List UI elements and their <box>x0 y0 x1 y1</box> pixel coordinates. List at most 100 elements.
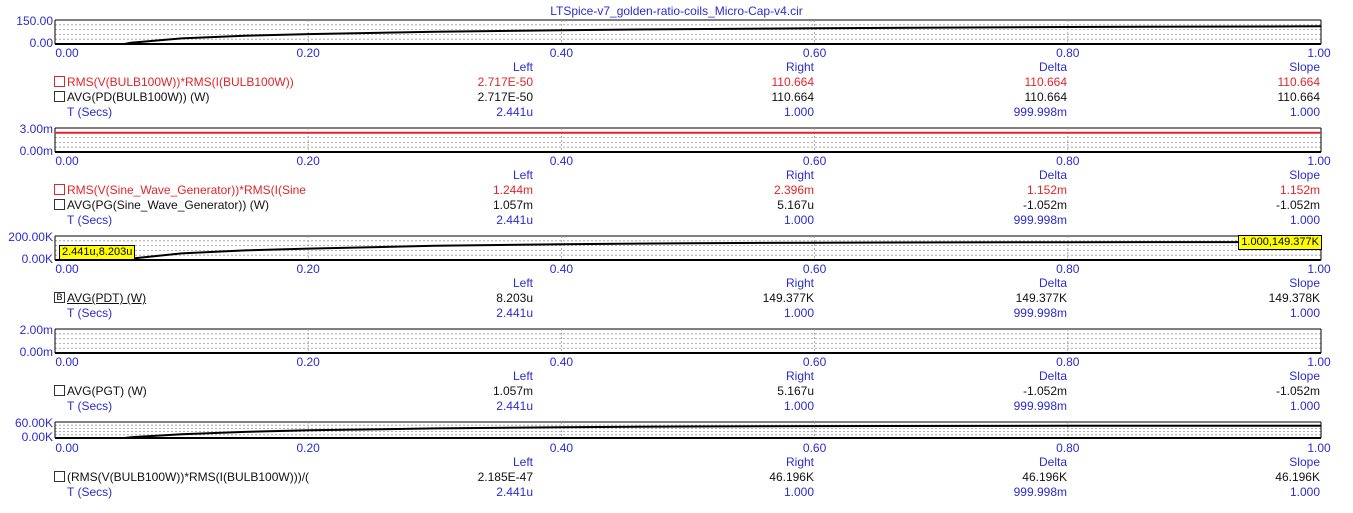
readout-right-value: 110.664 <box>771 75 815 89</box>
readout-delta-value: 110.664 <box>1024 75 1068 89</box>
readout-left-value: 2.441u <box>496 105 533 119</box>
readout-left-value: 2.717E-50 <box>477 75 533 89</box>
readout-row: AVG(PGT) (W) 1.057m 5.167u -1.052m -1.052m <box>0 384 1353 399</box>
readout-row: T (Secs) 2.441u 1.000 999.998m 1.000 <box>0 306 1353 321</box>
column-header-slope: Slope <box>1289 168 1320 182</box>
readout-row: T (Secs) 2.441u 1.000 999.998m 1.000 <box>0 485 1353 500</box>
x-tick-label: 0.60 <box>802 46 827 60</box>
readout-header-row: Left Right Delta Slope <box>0 369 1353 384</box>
readout-delta-value: 999.998m <box>1013 213 1067 227</box>
readout-right-value: 110.664 <box>771 90 815 104</box>
readout-right-value: 1.000 <box>783 399 814 413</box>
column-header-delta: Delta <box>1038 276 1067 290</box>
series-line <box>55 25 1322 45</box>
x-tick-label: 0.00 <box>55 441 79 455</box>
column-header-left: Left <box>512 60 533 74</box>
x-tick-label: 0.00 <box>55 262 79 276</box>
x-tick-label: 0.00 <box>55 46 79 60</box>
series-line <box>55 424 1322 439</box>
x-tick-label: 0.40 <box>549 154 574 168</box>
y-tick-label: 2.00m <box>19 323 53 337</box>
y-tick-label: 0.00m <box>19 345 53 359</box>
x-tick-label: 0.00 <box>55 154 79 168</box>
readout-row: RMS(V(Sine_Wave_Generator))*RMS(I(Sine 1.… <box>0 183 1353 198</box>
x-tick-label: 0.20 <box>296 154 320 168</box>
column-header-slope: Slope <box>1289 276 1320 290</box>
readout-left-value: 1.057m <box>492 384 533 398</box>
x-tick-label: 0.80 <box>1056 46 1080 60</box>
expression-checkbox[interactable] <box>54 184 65 195</box>
readout-slope-value: -1.052m <box>1275 384 1320 398</box>
readout-left-value: 8.203u <box>496 291 533 305</box>
column-header-right: Right <box>785 60 814 74</box>
readout-right-value: 1.000 <box>783 485 814 499</box>
x-tick-label: 0.00 <box>55 355 79 369</box>
expression-checkbox[interactable] <box>54 91 65 102</box>
readout-right-value: 2.396m <box>773 183 814 197</box>
readout-left-value: 2.441u <box>496 213 533 227</box>
y-tick-label: 3.00m <box>19 122 53 136</box>
readout-delta-value: 999.998m <box>1013 105 1067 119</box>
readout-row: T (Secs) 2.441u 1.000 999.998m 1.000 <box>0 399 1353 414</box>
x-tick-label: 0.20 <box>296 355 320 369</box>
x-tick-label: 1.00 <box>1307 154 1331 168</box>
readout-row: RMS(V(BULB100W))*RMS(I(BULB100W)) 2.717E-… <box>0 75 1353 90</box>
readout-slope-value: 1.000 <box>1289 485 1320 499</box>
y-tick-label: 150.00 <box>16 14 53 28</box>
x-tick-label: 0.60 <box>802 262 827 276</box>
readout-slope-value: 1.000 <box>1289 306 1320 320</box>
readout-delta-value: 149.377K <box>1015 291 1067 305</box>
x-tick-label: 0.40 <box>549 262 574 276</box>
expression-label[interactable]: (RMS(V(BULB100W))*RMS(I(BULB100W)))/( <box>67 470 310 484</box>
expression-label[interactable]: AVG(PG(Sine_Wave_Generator)) (W) <box>67 198 270 212</box>
expression-checkbox[interactable] <box>54 385 65 396</box>
expression-checkbox[interactable] <box>54 76 65 87</box>
x-tick-label: 0.40 <box>549 46 574 60</box>
x-tick-label: 1.00 <box>1307 262 1331 276</box>
readout-header-row: Left Right Delta Slope <box>0 455 1353 470</box>
y-tick-label: 0.00K <box>21 430 53 444</box>
expression-label[interactable]: RMS(V(Sine_Wave_Generator))*RMS(I(Sine <box>67 183 306 197</box>
y-tick-label: 200.00K <box>8 230 53 244</box>
readout-left-value: 2.441u <box>496 306 533 320</box>
readout-right-value: 1.000 <box>783 105 814 119</box>
readout-delta-value: -1.052m <box>1022 384 1067 398</box>
readout-delta-value: 46.196K <box>1022 470 1067 484</box>
x-tick-label: 0.80 <box>1056 441 1080 455</box>
readout-header-row: Left Right Delta Slope <box>0 168 1353 183</box>
readout-right-value: 1.000 <box>783 306 814 320</box>
x-tick-label: 0.40 <box>549 355 574 369</box>
y-tick-label: 0.00m <box>19 144 53 158</box>
column-header-slope: Slope <box>1289 60 1320 74</box>
expression-label: T (Secs) <box>67 306 113 320</box>
expression-label[interactable]: AVG(PDT) (W) <box>67 291 147 305</box>
expression-label[interactable]: AVG(PD(BULB100W)) (W) <box>67 90 210 104</box>
readout-right-value: 5.167u <box>777 384 814 398</box>
x-tick-label: 0.80 <box>1056 355 1080 369</box>
x-tick-label: 1.00 <box>1307 355 1331 369</box>
right-cursor-tag: 1.000,149.377K <box>1238 235 1322 250</box>
column-header-slope: Slope <box>1289 369 1320 383</box>
column-header-delta: Delta <box>1038 60 1067 74</box>
readout-row: AVG(PD(BULB100W)) (W) 2.717E-50 110.664 110… <box>0 90 1353 105</box>
readout-left-value: 2.441u <box>496 485 533 499</box>
readout-delta-value: -1.052m <box>1022 198 1067 212</box>
column-header-right: Right <box>785 455 814 469</box>
y-tick-label: 60.00K <box>14 416 53 430</box>
expression-label: T (Secs) <box>67 213 113 227</box>
expression-checkbox[interactable] <box>54 199 65 210</box>
expression-label[interactable]: AVG(PGT) (W) <box>67 384 147 398</box>
readout-left-value: 1.244m <box>492 183 533 197</box>
readout-header-row: Left Right Delta Slope <box>0 60 1353 75</box>
expression-label: T (Secs) <box>67 399 113 413</box>
readout-slope-value: 149.378K <box>1268 291 1320 305</box>
expression-label[interactable]: RMS(V(BULB100W))*RMS(I(BULB100W)) <box>67 75 294 89</box>
readout-row: T (Secs) 2.441u 1.000 999.998m 1.000 <box>0 213 1353 228</box>
readout-slope-value: 1.152m <box>1279 183 1320 197</box>
x-tick-label: 0.80 <box>1056 154 1080 168</box>
readout-slope-value: 110.664 <box>1277 75 1321 89</box>
expression-label: T (Secs) <box>67 105 113 119</box>
expression-checkbox[interactable] <box>54 471 65 482</box>
readout-left-value: 2.717E-50 <box>477 90 533 104</box>
expression-checkbox[interactable]: B <box>54 292 65 303</box>
